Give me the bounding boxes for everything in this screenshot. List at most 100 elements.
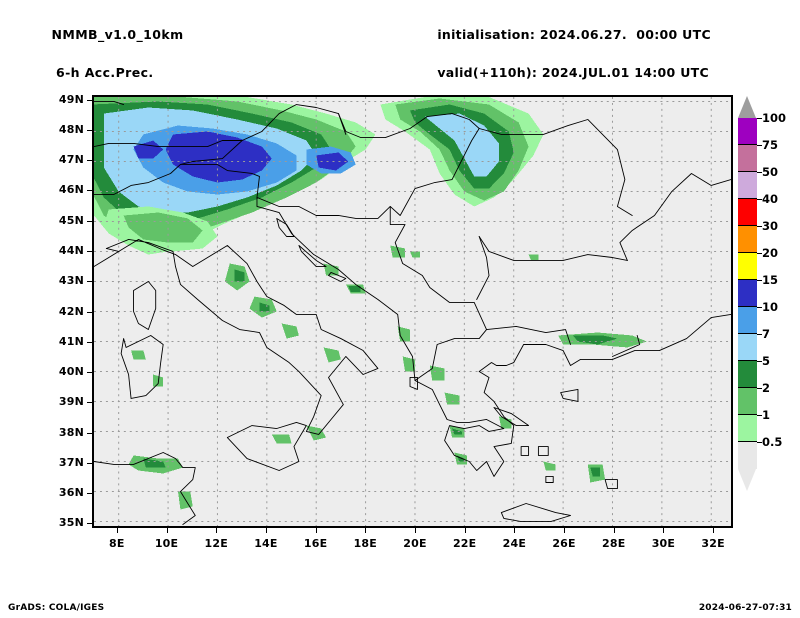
colorbar-band-4[interactable]	[738, 226, 757, 253]
lon-tick	[613, 528, 615, 533]
map-plot-area[interactable]	[92, 95, 733, 528]
lon-tick	[315, 528, 317, 533]
lon-label-32E: 32E	[701, 537, 725, 550]
lat-tick	[87, 160, 92, 162]
colorbar-band-1[interactable]	[738, 145, 757, 172]
colorbar-label-1: 1	[762, 408, 771, 422]
lon-tick	[166, 528, 168, 533]
lat-tick	[87, 462, 92, 464]
colorbar-label-100: 100	[762, 111, 787, 125]
colorbar-band-0[interactable]	[738, 118, 757, 145]
lon-label-28E: 28E	[602, 537, 626, 550]
lon-tick	[713, 528, 715, 533]
colorbar-label-40: 40	[762, 192, 779, 206]
lat-label-49N: 49N	[58, 92, 84, 106]
lat-label-48N: 48N	[58, 122, 84, 136]
lat-label-37N: 37N	[58, 455, 84, 469]
lon-label-10E: 10E	[154, 537, 179, 550]
colorbar-label-75: 75	[762, 138, 779, 152]
colorbar-under-arrow	[738, 469, 756, 491]
lon-label-30E: 30E	[651, 537, 676, 550]
lat-label-41N: 41N	[58, 334, 84, 348]
colorbar-tick	[757, 253, 762, 254]
lat-label-36N: 36N	[58, 486, 84, 500]
lat-tick	[87, 281, 92, 283]
colorbar-band-12[interactable]	[738, 442, 757, 469]
colorbar-label-2: 2	[762, 381, 771, 395]
colorbar-label-20: 20	[762, 246, 779, 260]
colorbar-band-2[interactable]	[738, 172, 757, 199]
colorbar-tick	[757, 145, 762, 146]
lat-tick	[87, 311, 92, 313]
colorbar-band-6[interactable]	[738, 280, 757, 307]
lat-tick	[87, 402, 92, 404]
lon-tick	[116, 528, 118, 533]
lat-tick	[87, 129, 92, 131]
lon-label-12E: 12E	[204, 537, 228, 550]
colorbar-label-10: 10	[762, 300, 779, 314]
precipitation-map	[94, 97, 731, 526]
render-timestamp-label: 2024-06-27-07:31	[698, 603, 792, 613]
colorbar-tick	[757, 280, 762, 281]
lon-label-24E: 24E	[502, 537, 527, 550]
lat-tick	[87, 523, 92, 525]
lat-tick	[87, 220, 92, 222]
colorbar-tick	[757, 307, 762, 308]
colorbar-over-arrow	[738, 96, 756, 118]
colorbar-tick	[757, 172, 762, 173]
colorbar[interactable]	[738, 118, 757, 469]
grads-credit-label: GrADS: COLA/IGES	[8, 603, 105, 613]
lat-tick	[87, 250, 92, 252]
lat-label-40N: 40N	[58, 365, 84, 379]
lat-tick	[87, 99, 92, 101]
coastlines-and-borders	[94, 101, 731, 525]
lon-tick	[365, 528, 367, 533]
lon-tick	[663, 528, 665, 533]
field-name-label: 6-h Acc.Prec.	[56, 65, 154, 80]
lat-label-44N: 44N	[58, 243, 84, 257]
lat-label-39N: 39N	[58, 395, 84, 409]
lon-tick	[464, 528, 466, 533]
colorbar-band-7[interactable]	[738, 307, 757, 334]
lon-label-22E: 22E	[452, 537, 477, 550]
lat-label-43N: 43N	[58, 274, 84, 288]
colorbar-label-7: 7	[762, 327, 771, 341]
lon-tick	[414, 528, 416, 533]
lon-tick	[265, 528, 267, 533]
lat-tick	[87, 432, 92, 434]
lon-tick	[564, 528, 566, 533]
colorbar-label-15: 15	[762, 273, 779, 287]
colorbar-tick	[757, 118, 762, 119]
colorbar-band-8[interactable]	[738, 334, 757, 361]
lon-label-20E: 20E	[403, 537, 427, 550]
colorbar-tick	[757, 442, 762, 443]
colorbar-tick	[757, 199, 762, 200]
lon-tick	[216, 528, 218, 533]
colorbar-tick	[757, 334, 762, 335]
colorbar-band-11[interactable]	[738, 415, 757, 442]
colorbar-tick	[757, 226, 762, 227]
colorbar-tick	[757, 415, 762, 416]
colorbar-band-3[interactable]	[738, 199, 757, 226]
lat-tick	[87, 341, 92, 343]
colorbar-band-10[interactable]	[738, 388, 757, 415]
lon-label-8E: 8E	[109, 537, 125, 550]
lon-label-26E: 26E	[552, 537, 576, 550]
run-time-block: initialisation: 2024.06.27. 00:00 UTC va…	[428, 6, 711, 82]
lat-label-42N: 42N	[58, 304, 84, 318]
lat-label-45N: 45N	[58, 213, 84, 227]
lat-tick	[87, 190, 92, 192]
model-title-block: NMMB_v1.0_10km 6-h Acc.Prec.	[42, 6, 184, 101]
colorbar-label-50: 50	[762, 165, 779, 179]
colorbar-label-30: 30	[762, 219, 779, 233]
colorbar-label-5: 5	[762, 354, 771, 368]
model-name-label: NMMB_v1.0_10km	[51, 27, 184, 42]
colorbar-band-9[interactable]	[738, 361, 757, 388]
lon-tick	[514, 528, 516, 533]
lon-label-16E: 16E	[303, 537, 328, 550]
initialisation-label: initialisation: 2024.06.27. 00:00 UTC	[437, 27, 711, 42]
lat-tick	[87, 493, 92, 495]
colorbar-band-5[interactable]	[738, 253, 757, 280]
lat-label-35N: 35N	[58, 516, 84, 530]
lon-label-14E: 14E	[254, 537, 278, 550]
